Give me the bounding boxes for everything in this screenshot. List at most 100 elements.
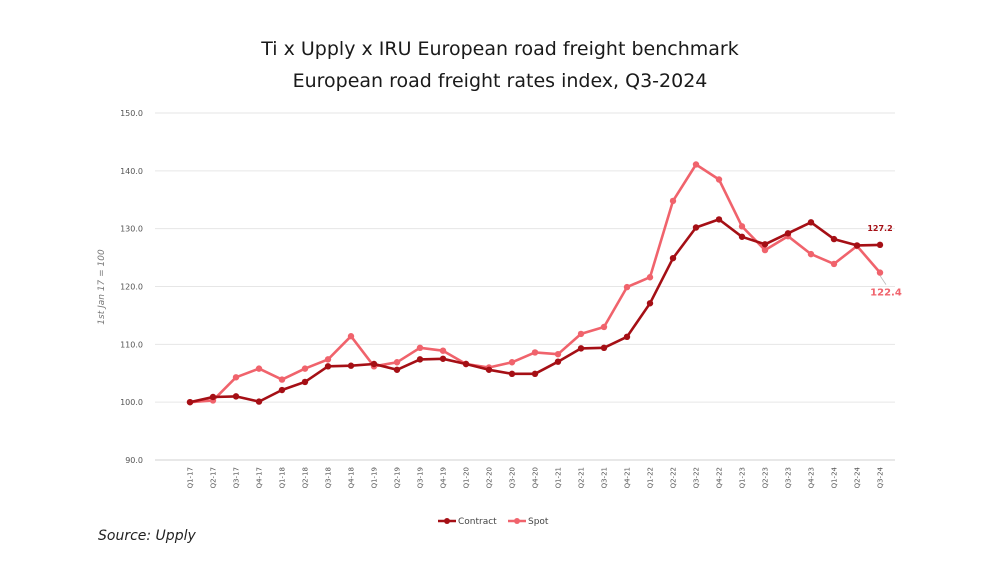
x-tick-label: Q1-19: [371, 467, 379, 488]
data-point-spot: [508, 359, 516, 366]
data-point-spot: [531, 349, 539, 356]
x-tick-label: Q3-18: [325, 467, 333, 488]
x-tick-label: Q3-17: [233, 467, 241, 488]
y-tick-label: 150.0: [120, 109, 143, 118]
data-point-contract: [278, 386, 286, 394]
x-tick-label: Q4-18: [348, 467, 356, 488]
data-point-contract: [347, 362, 355, 369]
x-tick-label: Q2-17: [210, 467, 218, 488]
x-tick-label: Q4-20: [532, 467, 540, 488]
end-label-spot: 122.4: [870, 288, 902, 299]
data-point-spot: [669, 197, 677, 205]
legend-swatch-marker: [514, 518, 520, 524]
x-tick-label: Q2-21: [578, 467, 586, 488]
data-point-spot: [439, 347, 447, 354]
data-point-contract: [485, 366, 493, 373]
chart-subtitle: European road freight rates index, Q3-20…: [292, 70, 708, 92]
x-tick-label: Q2-20: [486, 467, 494, 488]
data-point-spot: [738, 223, 746, 230]
data-point-contract: [301, 378, 309, 386]
data-point-spot: [347, 333, 355, 340]
legend-item-spot: Spot: [508, 517, 549, 527]
x-tick-label: Q1-17: [187, 467, 195, 488]
data-point-contract: [600, 344, 608, 352]
x-tick-label: Q2-19: [394, 467, 402, 488]
x-tick-label: Q1-22: [647, 467, 655, 488]
y-tick-label: 100.0: [120, 398, 143, 407]
x-tick-label: Q3-23: [785, 467, 793, 488]
x-tick-label: Q3-19: [417, 467, 425, 488]
data-point-contract: [531, 370, 539, 378]
series-spot: [186, 161, 884, 406]
x-tick-label: Q3-22: [693, 467, 701, 488]
data-point-contract: [232, 393, 240, 400]
x-tick-label: Q4-22: [716, 467, 724, 488]
x-tick-label: Q1-18: [279, 467, 287, 488]
y-tick-label: 90.0: [125, 456, 143, 465]
data-point-spot: [600, 323, 608, 331]
data-point-spot: [646, 274, 654, 281]
x-tick-label: Q2-24: [854, 466, 862, 488]
data-point-spot: [761, 246, 769, 254]
data-point-spot: [830, 260, 838, 268]
legend-label: Contract: [458, 517, 497, 527]
data-point-contract: [508, 370, 516, 378]
data-point-contract: [646, 300, 654, 307]
data-point-contract: [255, 398, 263, 405]
y-tick-label: 130.0: [120, 225, 143, 234]
gridlines: [155, 112, 895, 461]
data-point-contract: [830, 235, 838, 243]
data-point-contract: [623, 333, 631, 341]
legend: Contract Spot: [438, 517, 549, 527]
legend-item-contract: Contract: [438, 517, 497, 527]
data-point-spot: [278, 376, 286, 383]
x-tick-label: Q3-24: [877, 466, 885, 488]
data-point-spot: [255, 365, 263, 372]
x-tick-label: Q4-17: [256, 467, 264, 488]
x-tick-label: Q2-18: [302, 467, 310, 488]
data-point-spot: [324, 356, 332, 363]
y-tick-label: 120.0: [120, 283, 143, 292]
data-point-contract: [853, 242, 861, 249]
y-tick-label: 110.0: [120, 340, 143, 349]
data-point-spot: [807, 250, 815, 258]
x-tick-label: Q2-23: [762, 467, 770, 488]
data-point-spot: [623, 283, 631, 291]
legend-label: Spot: [528, 517, 549, 527]
data-point-spot: [416, 344, 424, 352]
data-point-spot: [577, 330, 585, 338]
data-point-spot: [692, 161, 700, 168]
data-point-spot: [301, 365, 309, 372]
x-tick-label: Q3-21: [601, 467, 609, 488]
data-point-contract: [784, 230, 792, 237]
legend-swatch-marker: [444, 518, 450, 524]
x-tick-label: Q4-19: [440, 467, 448, 488]
y-axis-label: 1st Jan 17 = 100: [97, 249, 107, 325]
data-point-spot: [876, 269, 884, 276]
source-note: Source: Upply: [98, 528, 196, 544]
data-point-contract: [692, 224, 700, 231]
x-tick-label: Q3-20: [509, 467, 517, 488]
data-point-spot: [554, 350, 562, 358]
data-point-contract: [324, 363, 332, 370]
data-point-spot: [715, 176, 723, 183]
x-axis-ticks: Q1-17 Q2-17 Q3-17 Q4-17 Q1-18 Q2-18 Q3-18 Q4-18…: [187, 466, 885, 488]
data-point-contract: [807, 219, 815, 226]
data-point-contract: [761, 241, 769, 248]
series-line-spot: [189, 163, 881, 404]
data-point-contract: [462, 360, 470, 368]
data-point-contract: [416, 356, 424, 363]
x-tick-label: Q4-23: [808, 467, 816, 488]
x-tick-label: Q4-21: [624, 467, 632, 488]
data-point-contract: [715, 216, 723, 223]
data-point-spot: [232, 374, 240, 381]
data-point-contract: [439, 355, 447, 362]
x-tick-label: Q1-20: [463, 467, 471, 488]
chart-title: Ti x Upply x IRU European road freight b…: [261, 38, 739, 60]
y-axis-ticks: 90.0 100.0 110.0 120.0 130.0 140.0 150.0: [120, 109, 143, 465]
series-contract: [186, 216, 884, 406]
end-label-contract: 127.2: [867, 224, 892, 233]
x-tick-label: Q1-21: [555, 467, 563, 488]
series-lines: [186, 161, 884, 406]
